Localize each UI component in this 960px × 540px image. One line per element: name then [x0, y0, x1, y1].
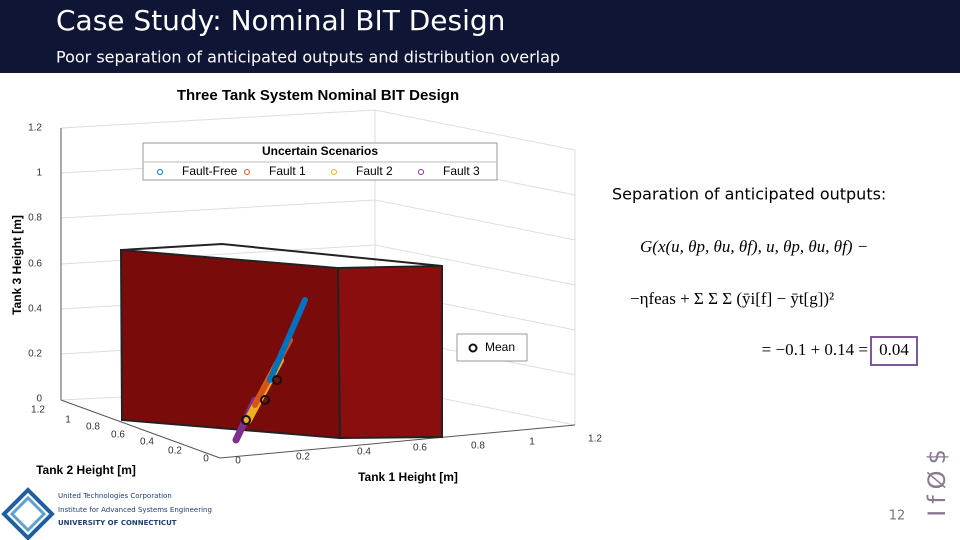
y-tick-label: 1.2	[31, 405, 45, 416]
legend-label: Fault 1	[269, 164, 306, 178]
legend-label: Fault 2	[356, 164, 393, 178]
z-tick-label: 0.8	[28, 213, 42, 224]
z-tick-label: 1.2	[28, 123, 42, 134]
scatter-streaks	[232, 297, 308, 444]
z-axis-label: Tank 3 Height [m]	[10, 215, 24, 315]
equation-line-2: −ηfeas + Σ Σ Σ (ȳi[f] − ȳt[g])²	[630, 289, 834, 308]
y-tick-label: 0.6	[111, 430, 125, 441]
x-tick-label: 0.2	[296, 452, 310, 463]
figure-title: Three Tank System Nominal BIT Design	[177, 87, 459, 104]
mean-label: Mean	[485, 340, 515, 354]
y-axis-label: Tank 2 Height [m]	[36, 463, 136, 477]
org-3: UNIVERSITY OF CONNECTICUT	[58, 519, 177, 527]
legend: Uncertain Scenarios Fault-Free Fault 1 Fau…	[142, 142, 498, 181]
equation-result: 0.04	[879, 340, 909, 359]
side-mark: IfØ$	[923, 443, 951, 517]
legend-marker	[244, 169, 250, 175]
header-bar	[0, 0, 960, 73]
z-tick-label: 0	[36, 394, 42, 405]
result-box	[870, 336, 918, 366]
equation-line-1: G(x(u, θp, θu, θf), u, θp, θu, θf) −	[640, 237, 868, 256]
top-edge	[120, 242, 443, 267]
x-axis-label: Tank 1 Height [m]	[358, 470, 458, 484]
side-face	[336, 264, 443, 440]
y-tick-label: 0.8	[86, 422, 100, 433]
x-tick-label: 0.6	[413, 443, 427, 454]
z-tick-label: 0.4	[28, 304, 42, 315]
legend-marker	[418, 169, 424, 175]
x-tick-label: 1.2	[588, 434, 602, 445]
equation-prefix: = −0.1 + 0.14 =	[762, 340, 868, 359]
axis-lines	[60, 128, 576, 459]
subtitle: Poor separation of anticipated outputs a…	[56, 48, 560, 67]
y-tick-label: 0.2	[168, 446, 182, 457]
legend-title: Uncertain Scenarios	[262, 144, 378, 158]
x-tick-label: 0	[235, 456, 241, 467]
side-heading: Separation of anticipated outputs:	[612, 185, 886, 204]
y-tick-label: 0.4	[140, 437, 154, 448]
y-tick-label: 1	[65, 415, 71, 426]
z-tick-label: 0.6	[28, 259, 42, 270]
logo	[1, 487, 55, 540]
x-tick-label: 0.4	[357, 447, 371, 458]
legend-marker	[331, 169, 337, 175]
org-2: Institute for Advanced Systems Engineeri…	[58, 506, 212, 514]
legend-marker	[157, 169, 163, 175]
page-number: 12	[889, 509, 906, 524]
x-tick-label: 1	[529, 437, 535, 448]
front-face	[119, 248, 342, 440]
y-tick-label: 0	[203, 454, 209, 465]
legend-label: Fault 3	[443, 164, 480, 178]
mean-marker	[468, 343, 478, 353]
org-1: United Technologies Corporation	[58, 492, 172, 500]
title: Case Study: Nominal BIT Design	[56, 4, 505, 37]
legend-label: Fault-Free	[182, 164, 238, 178]
x-tick-label: 0.8	[471, 441, 485, 452]
z-tick-label: 1	[36, 168, 42, 179]
z-tick-label: 0.2	[28, 349, 42, 360]
